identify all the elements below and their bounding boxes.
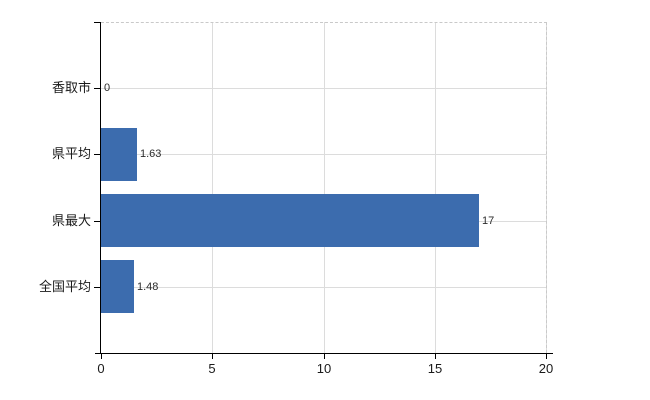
x-tick (435, 354, 436, 359)
v-gridline (212, 22, 213, 353)
y-tick (94, 154, 100, 155)
y-tick (94, 22, 100, 23)
category-label: 香取市 (51, 80, 91, 95)
plot-border (101, 22, 547, 353)
y-tick (94, 221, 100, 222)
y-axis-line (100, 22, 101, 353)
bar (101, 260, 134, 313)
x-axis-line (95, 353, 553, 354)
value-label: 1.48 (137, 281, 159, 293)
v-gridline (435, 22, 436, 353)
x-tick (546, 354, 547, 359)
x-tick-label: 5 (208, 361, 216, 376)
y-tick (94, 88, 100, 89)
x-tick-label: 20 (538, 361, 554, 376)
bar (101, 128, 137, 181)
category-label: 県最大 (51, 213, 91, 228)
value-label: 17 (482, 215, 495, 227)
x-tick (324, 354, 325, 359)
x-tick (212, 354, 213, 359)
x-tick (101, 354, 102, 359)
value-label: 1.63 (140, 148, 162, 160)
x-tick-label: 0 (97, 361, 105, 376)
x-tick-label: 15 (427, 361, 443, 376)
category-label: 県平均 (51, 146, 91, 161)
bar (101, 194, 479, 247)
x-tick-label: 10 (316, 361, 332, 376)
value-label: 0 (104, 82, 111, 94)
category-label: 全国平均 (38, 279, 91, 294)
y-tick (94, 287, 100, 288)
v-gridline (324, 22, 325, 353)
